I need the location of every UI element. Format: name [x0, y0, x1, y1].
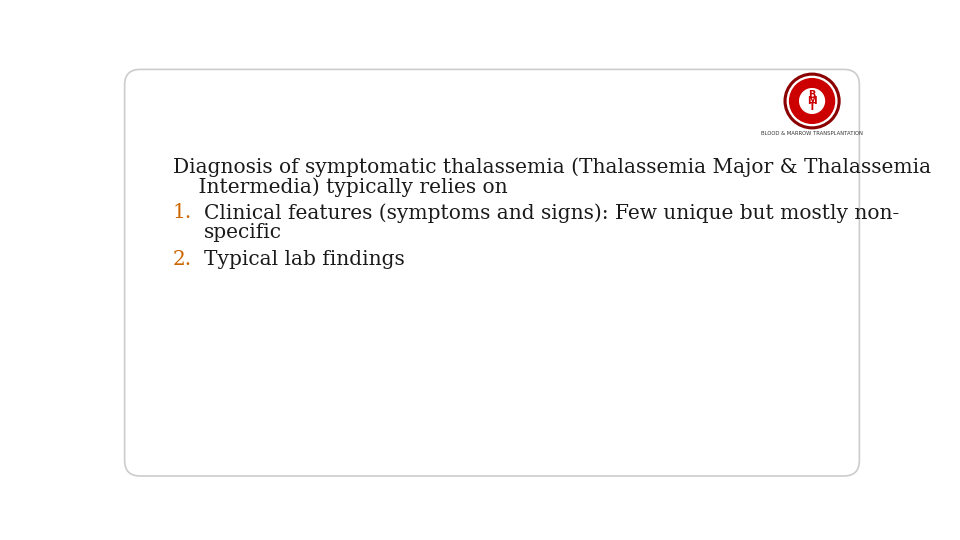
FancyBboxPatch shape [125, 70, 859, 476]
Text: Diagnosis of symptomatic thalassemia (Thalassemia Major & Thalassemia: Diagnosis of symptomatic thalassemia (Th… [173, 157, 931, 177]
Text: Typical lab findings: Typical lab findings [204, 249, 404, 268]
Circle shape [800, 89, 825, 113]
Text: B: B [808, 90, 816, 100]
Text: M: M [807, 96, 817, 106]
Text: 2.: 2. [173, 249, 192, 268]
Text: Intermedia) typically relies on: Intermedia) typically relies on [173, 177, 507, 197]
Text: BLOOD & MARROW TRANSPLANTATION: BLOOD & MARROW TRANSPLANTATION [761, 131, 863, 136]
Circle shape [787, 76, 837, 126]
Text: 1.: 1. [173, 204, 192, 222]
Circle shape [789, 79, 834, 123]
Text: specific: specific [204, 224, 281, 242]
Text: T: T [808, 102, 815, 112]
Circle shape [784, 73, 840, 129]
Text: Clinical features (symptoms and signs): Few unique but mostly non-: Clinical features (symptoms and signs): … [204, 204, 899, 223]
